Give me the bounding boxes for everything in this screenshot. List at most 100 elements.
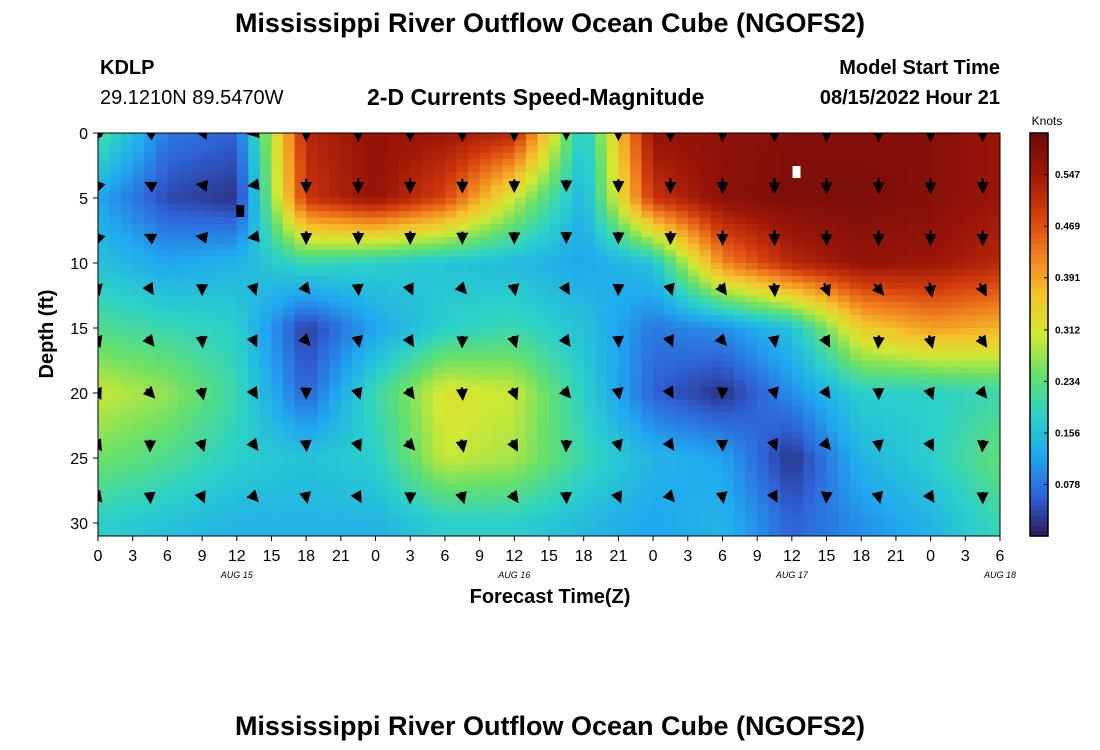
heatmap-cell <box>606 269 619 277</box>
heatmap-cell <box>861 477 874 485</box>
heatmap-cell <box>953 315 966 323</box>
heatmap-cell <box>791 406 805 414</box>
heatmap-cell <box>618 445 631 453</box>
heatmap-cell <box>167 289 180 297</box>
heatmap-cell <box>317 165 330 173</box>
heatmap-cell <box>375 243 388 251</box>
heatmap-cell <box>884 529 897 536</box>
heatmap-cell <box>687 321 700 329</box>
heatmap-cell <box>606 133 619 141</box>
heatmap-cell <box>803 139 816 147</box>
heatmap-cell <box>144 451 157 459</box>
heatmap-cell <box>433 477 446 485</box>
heatmap-cell <box>872 523 885 531</box>
heatmap-cell <box>306 185 319 193</box>
heatmap-cell <box>838 282 851 290</box>
heatmap-cell <box>98 516 111 524</box>
heatmap-cell <box>942 523 955 531</box>
heatmap-cell <box>884 237 897 245</box>
current-arrow <box>402 333 414 348</box>
heatmap-cell <box>144 250 157 258</box>
heatmap-cell <box>271 133 284 141</box>
heatmap-cell <box>167 516 180 524</box>
heatmap-cell <box>514 490 527 498</box>
heatmap-cell <box>479 211 492 219</box>
heatmap-cell <box>132 347 145 355</box>
heatmap-cell <box>988 484 1000 492</box>
heatmap-cell <box>132 360 145 368</box>
heatmap-cell <box>398 146 411 154</box>
heatmap-cell <box>468 237 481 245</box>
current-arrow <box>560 439 573 453</box>
heatmap-cell <box>525 321 539 329</box>
heatmap-cell <box>502 529 515 536</box>
heatmap-cell <box>468 282 481 290</box>
heatmap-cell <box>976 367 990 375</box>
heatmap-cell <box>178 393 192 401</box>
heatmap-cell <box>895 302 909 310</box>
heatmap-cell <box>213 224 226 232</box>
heatmap-cell <box>710 341 724 349</box>
heatmap-cell <box>803 302 816 310</box>
heatmap-cell <box>306 224 319 232</box>
heatmap-cell <box>595 321 608 329</box>
heatmap-cell <box>352 224 365 232</box>
heatmap-cell <box>838 263 851 271</box>
heatmap-cell <box>98 146 111 154</box>
heatmap-cell <box>387 308 400 316</box>
heatmap-cell <box>930 152 943 160</box>
heatmap-cell <box>826 490 839 498</box>
heatmap-cell <box>618 510 631 518</box>
heatmap-cell <box>895 445 909 453</box>
heatmap-cell <box>317 146 330 154</box>
heatmap-cell <box>849 510 862 518</box>
heatmap-cell <box>872 458 885 466</box>
heatmap-cell <box>560 477 573 485</box>
heatmap-cell <box>491 393 504 401</box>
heatmap-cell <box>606 321 619 329</box>
heatmap-cell <box>329 308 342 316</box>
heatmap-cell <box>248 315 261 323</box>
heatmap-cell <box>572 243 585 251</box>
heatmap-cell <box>468 165 481 173</box>
heatmap-cell <box>468 295 481 303</box>
heatmap-cell <box>953 152 966 160</box>
heatmap-cell <box>433 289 446 297</box>
heatmap-cell <box>514 464 527 472</box>
heatmap-cell <box>560 484 573 492</box>
heatmap-cell <box>259 380 273 388</box>
heatmap-cell <box>803 308 816 316</box>
heatmap-cell <box>872 432 885 440</box>
heatmap-cell <box>502 256 515 264</box>
heatmap-cell <box>734 230 747 238</box>
heatmap-cell <box>629 321 643 329</box>
current-arrow <box>715 282 727 296</box>
heatmap-cell <box>768 458 781 466</box>
heatmap-cell <box>283 503 296 511</box>
heatmap-cell <box>768 263 781 271</box>
heatmap-cell <box>572 198 585 206</box>
heatmap-cell <box>757 146 770 154</box>
heatmap-cell <box>583 425 596 433</box>
heatmap-cell <box>953 347 966 355</box>
heatmap-cell <box>895 204 909 212</box>
heatmap-cell <box>236 237 249 245</box>
heatmap-cell <box>144 347 157 355</box>
heatmap-cell <box>363 497 377 505</box>
heatmap-cell <box>109 503 122 511</box>
heatmap-cell <box>884 328 897 336</box>
heatmap-cell <box>780 425 793 433</box>
heatmap-cell <box>572 204 585 212</box>
heatmap-cell <box>410 165 423 173</box>
heatmap-cell <box>710 321 724 329</box>
current-arrow <box>194 438 207 453</box>
heatmap-cell <box>699 373 712 381</box>
heatmap-cell <box>734 419 747 427</box>
heatmap-cell <box>236 438 249 446</box>
heatmap-cell <box>907 282 920 290</box>
heatmap-cell <box>745 308 758 316</box>
heatmap-cell <box>710 224 724 232</box>
heatmap-cell <box>930 367 943 375</box>
heatmap-cell <box>514 484 527 492</box>
heatmap-cell <box>387 139 400 147</box>
